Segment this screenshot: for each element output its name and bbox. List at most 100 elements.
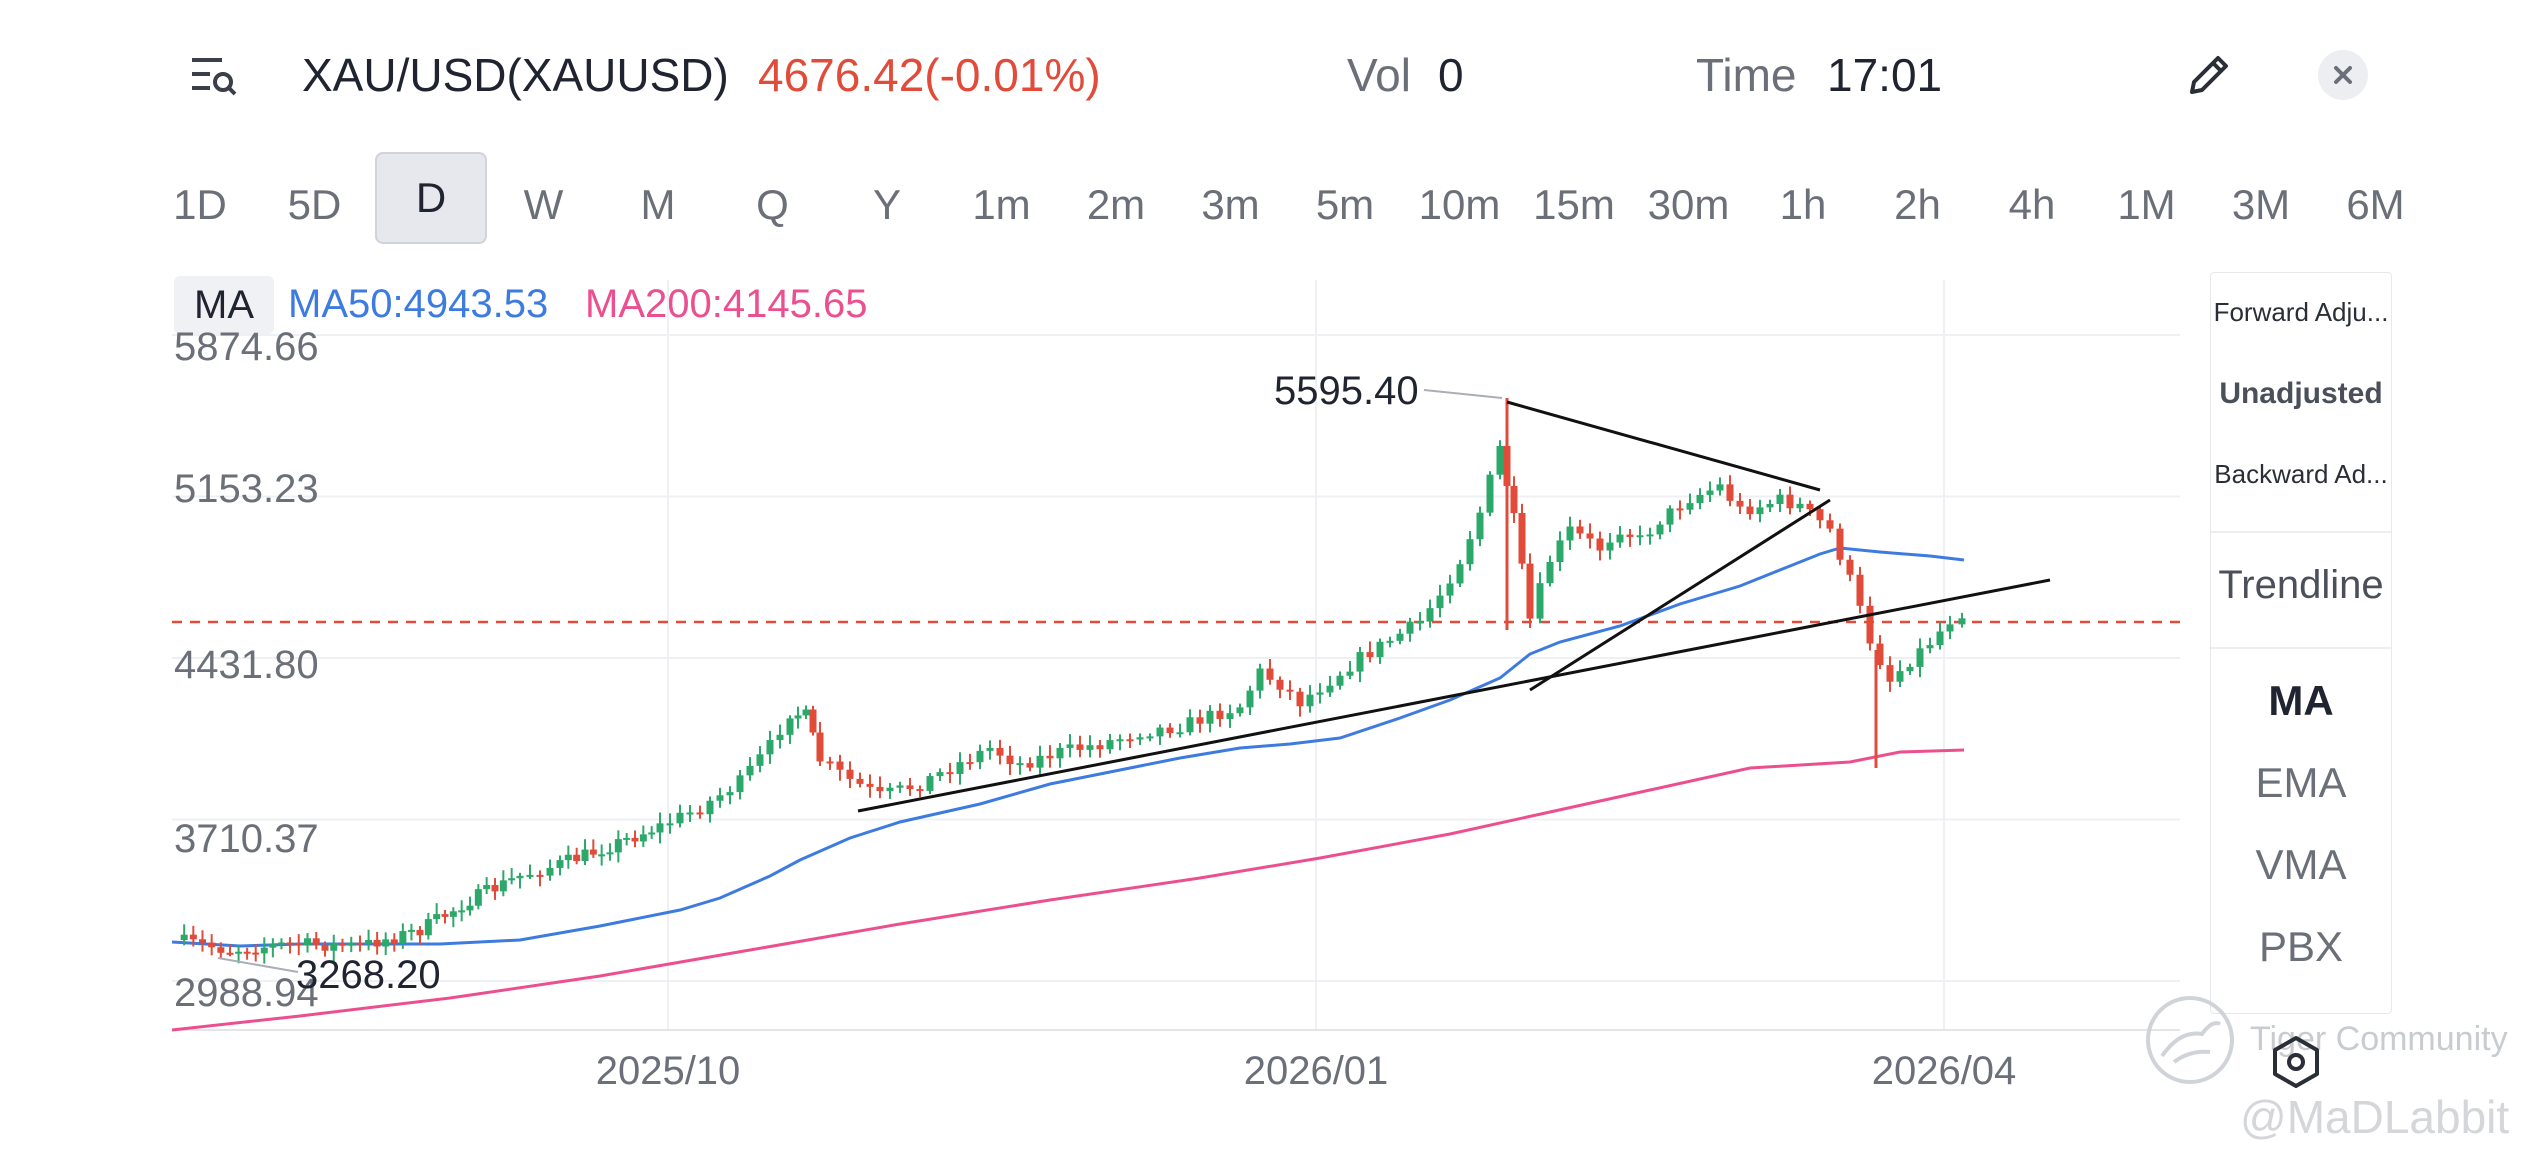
- high-annotation-leader: [1423, 389, 1503, 399]
- candle-body: [1646, 534, 1654, 537]
- candle-body: [365, 939, 373, 944]
- candle-body: [260, 947, 268, 954]
- ma200-legend: MA200:4145.65: [585, 282, 868, 326]
- candle-body: [946, 772, 954, 775]
- period-tab-y[interactable]: Y: [872, 181, 901, 228]
- period-tab-q[interactable]: Q: [756, 181, 789, 228]
- candle-body: [1116, 739, 1124, 742]
- candle-body: [1958, 618, 1966, 625]
- candle-body: [1518, 513, 1526, 564]
- period-tab-2h[interactable]: 2h: [1894, 181, 1941, 228]
- period-tab-3m[interactable]: 3M: [2231, 181, 2291, 228]
- period-tab-2m[interactable]: 2m: [1086, 181, 1146, 228]
- edit-pencil-icon[interactable]: [2184, 50, 2234, 100]
- period-tab-6m[interactable]: 6M: [2346, 181, 2405, 228]
- candle-body: [1226, 713, 1234, 720]
- candle-body: [581, 849, 589, 861]
- candle-body: [716, 795, 724, 801]
- x-tick-label: 2025/10: [596, 1049, 741, 1093]
- candle-body: [666, 823, 674, 826]
- candle-body: [986, 747, 994, 751]
- high-annotation: 5595.40: [1274, 369, 1419, 413]
- symbol-title: XAU/USD(XAUUSD): [302, 49, 729, 101]
- candle-body: [1826, 520, 1834, 529]
- candle-body: [1016, 763, 1024, 766]
- indicator-option-pbx[interactable]: PBX: [2258, 923, 2344, 970]
- candle-body: [1266, 668, 1274, 680]
- candle-body: [846, 769, 854, 779]
- candle-body: [1486, 474, 1494, 513]
- period-tab-1h[interactable]: 1h: [1779, 181, 1827, 228]
- candle-body: [526, 874, 534, 877]
- period-tab-1m[interactable]: 1m: [972, 181, 1031, 228]
- candle-body: [794, 715, 802, 719]
- trendline-option[interactable]: Trendline: [2218, 563, 2384, 607]
- ma-badge[interactable]: MA: [174, 276, 274, 334]
- trendline: [857, 578, 2051, 813]
- candle-body: [1166, 727, 1174, 734]
- candle-body: [1526, 563, 1534, 619]
- candle-body: [1396, 633, 1404, 641]
- candle-body: [706, 800, 714, 815]
- candle-body: [896, 785, 904, 788]
- adjust-option-2[interactable]: Backward Ad...: [2214, 459, 2388, 489]
- candle-body: [1186, 717, 1194, 733]
- candle-body: [1306, 694, 1314, 707]
- period-tab-1m[interactable]: 1M: [2117, 181, 2176, 228]
- candle-body: [474, 889, 482, 906]
- period-tab-15m[interactable]: 15m: [1533, 181, 1615, 228]
- candle-body: [966, 762, 974, 765]
- period-tab-5m[interactable]: 5m: [1315, 181, 1375, 228]
- menu-search-icon[interactable]: [190, 52, 238, 100]
- candle-body: [491, 885, 499, 892]
- time-label: Time: [1696, 49, 1797, 101]
- candle-body: [382, 939, 390, 947]
- candle-body: [1146, 736, 1154, 739]
- trendline: [1506, 400, 1821, 492]
- candle-body: [776, 734, 784, 741]
- period-tab-10m[interactable]: 10m: [1418, 181, 1501, 228]
- indicator-option-ema[interactable]: EMA: [2255, 759, 2347, 806]
- period-tab-m[interactable]: M: [640, 181, 676, 228]
- right-side-panel: Forward Adju... Unadjusted Backward Ad... T…: [2210, 272, 2392, 1014]
- candle-body: [243, 951, 251, 954]
- candle-body: [269, 943, 277, 948]
- candle-body: [1926, 645, 1934, 649]
- period-tab-d[interactable]: D: [375, 152, 487, 244]
- candle-body: [686, 812, 694, 815]
- candle-body: [1736, 500, 1744, 507]
- candle-body: [556, 860, 564, 868]
- adjust-option-0[interactable]: Forward Adju...: [2213, 297, 2389, 327]
- candle-body: [1846, 559, 1854, 575]
- indicator-option-vma[interactable]: VMA: [2255, 841, 2347, 888]
- candle-body: [836, 761, 844, 770]
- x-tick-label: 2026/01: [1244, 1049, 1389, 1093]
- candle-body: [786, 718, 794, 735]
- period-tab-1d[interactable]: 1D: [173, 181, 227, 228]
- low-annotation-leader: [217, 957, 299, 973]
- candle-body: [1606, 542, 1614, 551]
- candle-body: [1106, 740, 1114, 750]
- period-tab-w[interactable]: W: [523, 181, 564, 228]
- candle-body: [1456, 564, 1464, 584]
- candle-body: [1296, 691, 1304, 707]
- period-tab-5d[interactable]: 5D: [287, 181, 342, 228]
- adjust-option-1[interactable]: Unadjusted: [2219, 377, 2383, 410]
- candle-body: [441, 914, 449, 917]
- candle-body: [1076, 744, 1084, 750]
- period-tab-3m[interactable]: 3m: [1201, 181, 1260, 228]
- low-annotation: 3268.20: [296, 953, 441, 997]
- candle-body: [726, 792, 734, 796]
- close-button[interactable]: [2318, 50, 2368, 100]
- indicator-option-ma[interactable]: MA: [2268, 677, 2334, 724]
- period-tab-30m[interactable]: 30m: [1647, 181, 1730, 228]
- settings-hex-icon[interactable]: [2268, 1034, 2324, 1090]
- candle-body: [906, 785, 914, 790]
- candle-body: [1236, 707, 1244, 714]
- candle-body: [802, 709, 810, 716]
- period-tab-4h[interactable]: 4h: [2008, 181, 2056, 228]
- candle-body: [1256, 668, 1264, 691]
- candle-body: [976, 750, 984, 763]
- candle-body: [390, 939, 398, 944]
